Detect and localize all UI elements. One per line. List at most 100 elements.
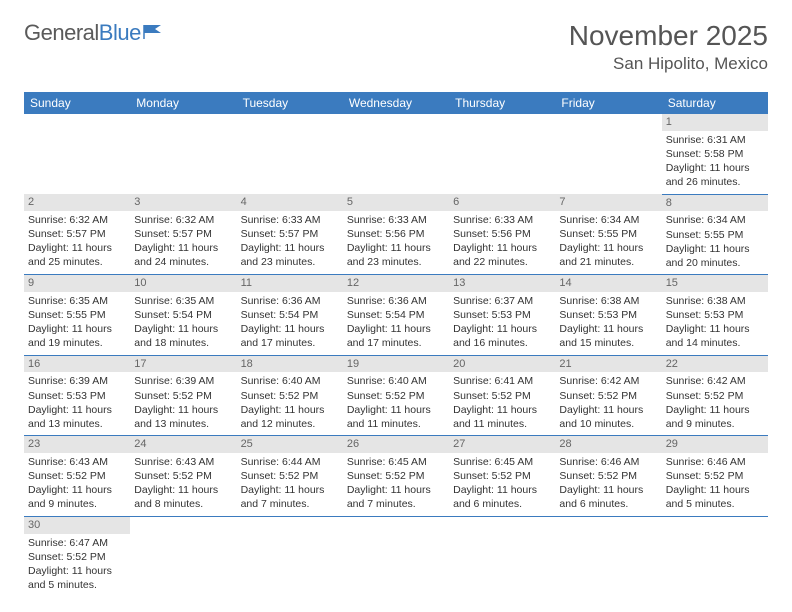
brand-part1: General — [24, 20, 99, 46]
daylight-text: Daylight: 11 hours and 23 minutes. — [347, 241, 445, 269]
day-number: 9 — [24, 275, 130, 292]
sunrise-text: Sunrise: 6:34 AM — [559, 213, 657, 227]
weekday-header: Saturday — [662, 92, 768, 114]
day-number: 25 — [237, 436, 343, 453]
daylight-text: Daylight: 11 hours and 15 minutes. — [559, 322, 657, 350]
calendar-day-cell: 14 Sunrise: 6:38 AMSunset: 5:53 PMDayligh… — [555, 275, 661, 356]
sunrise-text: Sunrise: 6:35 AM — [28, 294, 126, 308]
calendar-week-row: 30Sunrise: 6:47 AMSunset: 5:52 PMDayligh… — [24, 516, 768, 596]
sunset-text: Sunset: 5:52 PM — [453, 389, 551, 403]
day-number: 8 — [662, 195, 768, 212]
sunset-text: Sunset: 5:52 PM — [559, 469, 657, 483]
daylight-text: Daylight: 11 hours and 20 minutes. — [666, 242, 764, 270]
daylight-text: Daylight: 11 hours and 23 minutes. — [241, 241, 339, 269]
sunset-text: Sunset: 5:52 PM — [134, 389, 232, 403]
sunset-text: Sunset: 5:55 PM — [559, 227, 657, 241]
flag-icon — [143, 20, 165, 46]
calendar-empty-cell — [130, 516, 236, 596]
sunrise-text: Sunrise: 6:36 AM — [347, 294, 445, 308]
sunset-text: Sunset: 5:57 PM — [134, 227, 232, 241]
sunset-text: Sunset: 5:54 PM — [241, 308, 339, 322]
daylight-text: Daylight: 11 hours and 11 minutes. — [347, 403, 445, 431]
daylight-text: Daylight: 11 hours and 24 minutes. — [134, 241, 232, 269]
day-number: 10 — [130, 275, 236, 292]
calendar-day-cell: 21Sunrise: 6:42 AMSunset: 5:52 PMDayligh… — [555, 355, 661, 436]
calendar-day-cell: 25 Sunrise: 6:44 AMSunset: 5:52 PMDayligh… — [237, 436, 343, 517]
sunset-text: Sunset: 5:54 PM — [134, 308, 232, 322]
calendar-empty-cell — [343, 114, 449, 194]
sunset-text: Sunset: 5:53 PM — [559, 308, 657, 322]
sunset-text: Sunset: 5:52 PM — [241, 389, 339, 403]
sunset-text: Sunset: 5:56 PM — [347, 227, 445, 241]
calendar-day-cell: 29Sunrise: 6:46 AMSunset: 5:52 PMDayligh… — [662, 436, 768, 517]
day-number: 27 — [449, 436, 555, 453]
sunrise-text: Sunrise: 6:38 AM — [559, 294, 657, 308]
daylight-text: Daylight: 11 hours and 7 minutes. — [241, 483, 339, 511]
calendar-day-cell: 4Sunrise: 6:33 AMSunset: 5:57 PMDaylight… — [237, 194, 343, 275]
sunrise-text: Sunrise: 6:44 AM — [241, 455, 339, 469]
daylight-text: Daylight: 11 hours and 8 minutes. — [134, 483, 232, 511]
calendar-week-row: 9Sunrise: 6:35 AMSunset: 5:55 PMDaylight… — [24, 275, 768, 356]
daylight-text: Daylight: 11 hours and 26 minutes. — [666, 161, 764, 189]
brand-logo: GeneralBlue — [24, 20, 165, 46]
sunrise-text: Sunrise: 6:46 AM — [666, 455, 764, 469]
day-number: 30 — [24, 517, 130, 534]
weekday-header: Sunday — [24, 92, 130, 114]
sunset-text: Sunset: 5:52 PM — [347, 389, 445, 403]
calendar-day-cell: 11Sunrise: 6:36 AMSunset: 5:54 PMDayligh… — [237, 275, 343, 356]
day-number: 11 — [237, 275, 343, 292]
sunrise-text: Sunrise: 6:40 AM — [241, 374, 339, 388]
day-number: 20 — [449, 356, 555, 373]
day-number: 14 — [555, 275, 661, 292]
sunrise-text: Sunrise: 6:32 AM — [134, 213, 232, 227]
sunset-text: Sunset: 5:52 PM — [347, 469, 445, 483]
sunrise-text: Sunrise: 6:45 AM — [347, 455, 445, 469]
day-number: 18 — [237, 356, 343, 373]
sunrise-text: Sunrise: 6:33 AM — [347, 213, 445, 227]
daylight-text: Daylight: 11 hours and 9 minutes. — [28, 483, 126, 511]
calendar-day-cell: 13Sunrise: 6:37 AMSunset: 5:53 PMDayligh… — [449, 275, 555, 356]
sunrise-text: Sunrise: 6:47 AM — [28, 536, 126, 550]
sunset-text: Sunset: 5:53 PM — [453, 308, 551, 322]
calendar-table: Sunday Monday Tuesday Wednesday Thursday… — [24, 92, 768, 596]
calendar-day-cell: 6Sunrise: 6:33 AMSunset: 5:56 PMDaylight… — [449, 194, 555, 275]
daylight-text: Daylight: 11 hours and 9 minutes. — [666, 403, 764, 431]
sunset-text: Sunset: 5:53 PM — [28, 389, 126, 403]
calendar-day-cell: 27Sunrise: 6:45 AMSunset: 5:52 PMDayligh… — [449, 436, 555, 517]
sunrise-text: Sunrise: 6:33 AM — [241, 213, 339, 227]
daylight-text: Daylight: 11 hours and 16 minutes. — [453, 322, 551, 350]
daylight-text: Daylight: 11 hours and 6 minutes. — [559, 483, 657, 511]
calendar-day-cell: 17Sunrise: 6:39 AMSunset: 5:52 PMDayligh… — [130, 355, 236, 436]
calendar-empty-cell — [555, 114, 661, 194]
day-number: 6 — [449, 194, 555, 211]
header: GeneralBlue November 2025 San Hipolito, … — [24, 20, 768, 74]
calendar-empty-cell — [237, 114, 343, 194]
calendar-day-cell: 15Sunrise: 6:38 AMSunset: 5:53 PMDayligh… — [662, 275, 768, 356]
daylight-text: Daylight: 11 hours and 13 minutes. — [28, 403, 126, 431]
sunset-text: Sunset: 5:52 PM — [559, 389, 657, 403]
sunrise-text: Sunrise: 6:43 AM — [134, 455, 232, 469]
sunset-text: Sunset: 5:52 PM — [241, 469, 339, 483]
day-number: 17 — [130, 356, 236, 373]
day-number: 2 — [24, 194, 130, 211]
sunrise-text: Sunrise: 6:38 AM — [666, 294, 764, 308]
sunrise-text: Sunrise: 6:33 AM — [453, 213, 551, 227]
calendar-day-cell: 19Sunrise: 6:40 AMSunset: 5:52 PMDayligh… — [343, 355, 449, 436]
calendar-day-cell: 28Sunrise: 6:46 AMSunset: 5:52 PMDayligh… — [555, 436, 661, 517]
calendar-day-cell: 5Sunrise: 6:33 AMSunset: 5:56 PMDaylight… — [343, 194, 449, 275]
daylight-text: Daylight: 11 hours and 10 minutes. — [559, 403, 657, 431]
daylight-text: Daylight: 11 hours and 14 minutes. — [666, 322, 764, 350]
daylight-text: Daylight: 11 hours and 5 minutes. — [666, 483, 764, 511]
daylight-text: Daylight: 11 hours and 18 minutes. — [134, 322, 232, 350]
daylight-text: Daylight: 11 hours and 13 minutes. — [134, 403, 232, 431]
calendar-day-cell: 30Sunrise: 6:47 AMSunset: 5:52 PMDayligh… — [24, 516, 130, 596]
calendar-empty-cell — [237, 516, 343, 596]
calendar-day-cell: 26Sunrise: 6:45 AMSunset: 5:52 PMDayligh… — [343, 436, 449, 517]
sunrise-text: Sunrise: 6:39 AM — [134, 374, 232, 388]
calendar-day-cell: 12Sunrise: 6:36 AMSunset: 5:54 PMDayligh… — [343, 275, 449, 356]
sunrise-text: Sunrise: 6:35 AM — [134, 294, 232, 308]
sunset-text: Sunset: 5:55 PM — [666, 228, 764, 242]
sunset-text: Sunset: 5:52 PM — [666, 469, 764, 483]
daylight-text: Daylight: 11 hours and 22 minutes. — [453, 241, 551, 269]
location: San Hipolito, Mexico — [569, 54, 768, 74]
